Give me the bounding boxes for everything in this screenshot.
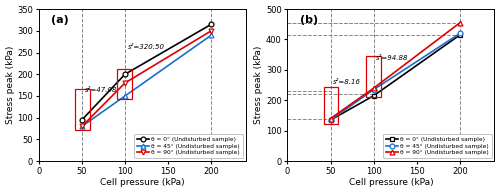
Legend: θ = 0° (Undisturbed sample), θ = 45° (Undisturbed sample), θ = 90° (Undisturbed : θ = 0° (Undisturbed sample), θ = 45° (Un… (134, 134, 243, 158)
Y-axis label: Stress peak (kPa): Stress peak (kPa) (254, 46, 263, 124)
Text: (b): (b) (300, 15, 318, 25)
Text: s²=320.50: s²=320.50 (128, 44, 164, 50)
Legend: θ = 0° (Undisturbed sample), θ = 45° (Undisturbed sample), θ = 90° (Undisturbed : θ = 0° (Undisturbed sample), θ = 45° (Un… (383, 134, 492, 158)
Bar (366, 56, 380, 97)
Text: s²=94.88: s²=94.88 (376, 55, 408, 61)
Bar (118, 69, 132, 99)
X-axis label: Cell pressure (kPa): Cell pressure (kPa) (348, 179, 433, 187)
Y-axis label: Stress peak (kPa): Stress peak (kPa) (6, 46, 15, 124)
X-axis label: Cell pressure (kPa): Cell pressure (kPa) (100, 179, 184, 187)
Text: s²=8.16: s²=8.16 (333, 80, 361, 85)
Text: (a): (a) (51, 15, 69, 25)
Bar (75, 89, 90, 130)
Text: s²=47.08: s²=47.08 (84, 87, 117, 93)
Bar (324, 87, 338, 124)
